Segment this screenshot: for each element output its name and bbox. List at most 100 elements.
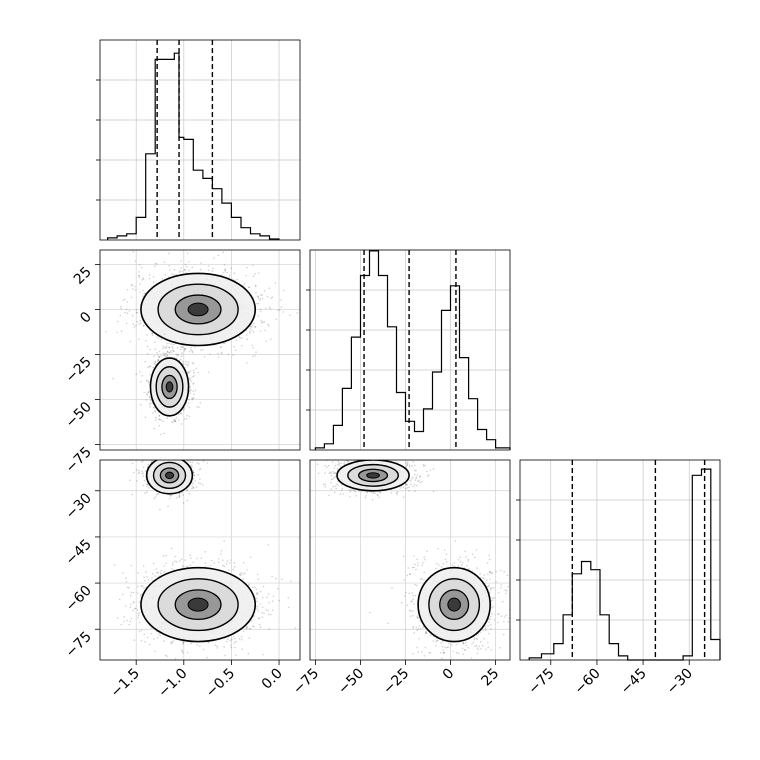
sample-point [187, 361, 190, 363]
sample-point [147, 366, 149, 369]
sample-point [192, 486, 195, 489]
sample-point [174, 420, 177, 423]
sample-point [226, 640, 228, 643]
sample-point [159, 572, 162, 574]
sample-point [198, 482, 200, 484]
sample-point [149, 404, 151, 406]
sample-point [146, 483, 148, 486]
sample-point [144, 470, 147, 473]
sample-point [142, 277, 144, 279]
sample-point [176, 451, 178, 453]
sample-point [257, 272, 260, 274]
sample-point [245, 274, 247, 277]
sample-point [183, 268, 186, 271]
sample-point [206, 248, 208, 250]
sample-point [138, 457, 140, 459]
sample-point [224, 270, 226, 272]
sample-point [263, 321, 266, 323]
sample-point [146, 576, 148, 578]
sample-point [258, 623, 261, 626]
sample-point [335, 451, 337, 453]
sample-point [157, 359, 159, 362]
sample-point [158, 415, 161, 417]
sample-point [248, 583, 250, 586]
sample-point [156, 360, 159, 363]
sample-point [220, 351, 223, 354]
sample-point [236, 278, 238, 281]
sample-point [137, 585, 139, 588]
sample-point [184, 269, 187, 271]
sample-point [189, 392, 192, 395]
sample-point [200, 557, 203, 560]
sample-point [268, 287, 271, 290]
panel-frame [99, 39, 301, 241]
sample-point [228, 276, 230, 279]
sample-point [230, 638, 233, 641]
sample-point [199, 468, 201, 471]
sample-point [135, 308, 138, 311]
density-contour [165, 381, 174, 393]
sample-point [332, 478, 334, 480]
sample-point [186, 488, 189, 491]
sample-point [199, 268, 202, 271]
sample-point [140, 585, 143, 587]
sample-point [429, 469, 432, 472]
sample-point [191, 266, 194, 269]
sample-point [129, 620, 132, 623]
sample-point [242, 630, 245, 632]
sample-point [261, 294, 264, 296]
sample-point [165, 554, 167, 557]
sample-point [194, 389, 197, 392]
sample-point [137, 472, 140, 475]
sample-point [179, 457, 181, 459]
sample-point [267, 544, 270, 546]
sample-point [125, 580, 128, 583]
sample-point [151, 332, 153, 335]
sample-point [136, 480, 138, 482]
sample-point [156, 493, 159, 495]
sample-point [130, 284, 133, 287]
sample-point [257, 578, 260, 580]
sample-point [154, 361, 156, 364]
sample-point [154, 650, 156, 653]
sample-point [162, 347, 164, 350]
sample-point [196, 462, 199, 464]
sample-point [180, 346, 182, 348]
sample-point [193, 458, 195, 460]
sample-point [348, 488, 351, 491]
sample-point [427, 475, 429, 477]
sample-point [137, 613, 140, 615]
sample-point [160, 569, 163, 572]
sample-point [275, 577, 277, 580]
sample-point [178, 560, 181, 562]
sample-point [170, 641, 173, 643]
sample-point [338, 464, 340, 466]
sample-point [217, 558, 220, 560]
sample-point [141, 375, 143, 377]
sample-point [333, 472, 335, 475]
sample-point [170, 343, 173, 345]
sample-point [165, 352, 167, 355]
sample-point [154, 411, 157, 413]
sample-point [217, 356, 220, 358]
sample-point [250, 326, 253, 328]
sample-point [246, 266, 248, 269]
sample-point [245, 627, 248, 629]
sample-point [255, 588, 258, 590]
sample-point [165, 562, 167, 564]
sample-point [160, 455, 162, 457]
sample-point [396, 493, 398, 495]
sample-point [340, 484, 343, 486]
sample-point [193, 375, 195, 377]
sample-point [187, 402, 190, 404]
sample-point [134, 260, 137, 263]
sample-point [63, 357, 65, 359]
sample-point [183, 408, 186, 410]
sample-point [168, 351, 170, 354]
sample-point [173, 456, 175, 458]
sample-point [254, 272, 256, 275]
sample-point [139, 381, 142, 383]
sample-point [262, 653, 265, 656]
sample-point [328, 494, 330, 497]
sample-point [120, 330, 123, 332]
